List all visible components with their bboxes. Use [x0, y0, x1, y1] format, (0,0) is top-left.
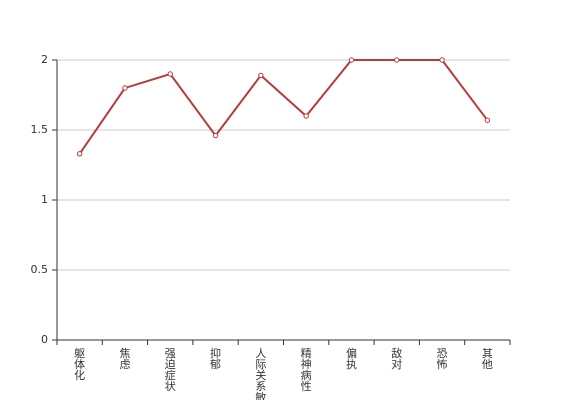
x-tick-label: 敌对 — [391, 346, 402, 371]
y-tick-label: 2 — [41, 53, 48, 66]
point — [167, 71, 173, 77]
x-tick-label: 抑郁 — [210, 346, 221, 371]
y-tick-label: 1.5 — [31, 123, 49, 136]
y-tick-label: 0 — [41, 333, 48, 346]
point — [303, 113, 309, 119]
y-tick-label: 1 — [41, 193, 48, 206]
x-tick-label: 人际关系敏感 — [255, 347, 266, 400]
point — [484, 117, 491, 123]
point — [394, 57, 400, 63]
point — [212, 132, 219, 139]
x-tick-label: 恐怖 — [437, 347, 448, 371]
point — [76, 151, 83, 157]
x-tick-label: 精神病性 — [301, 347, 312, 393]
point — [348, 57, 355, 63]
y-tick-label: 0.5 — [31, 263, 49, 276]
x-tick-label: 焦虑 — [119, 347, 130, 371]
x-tick-label: 其他 — [482, 347, 493, 371]
x-tick-label: 偏执 — [346, 346, 357, 371]
point — [439, 57, 445, 63]
line — [78, 59, 489, 155]
point — [258, 72, 264, 79]
x-tick-label: 强迫症状 — [165, 347, 176, 393]
x-tick-label: 躯体化 — [74, 347, 85, 382]
point — [122, 85, 128, 91]
